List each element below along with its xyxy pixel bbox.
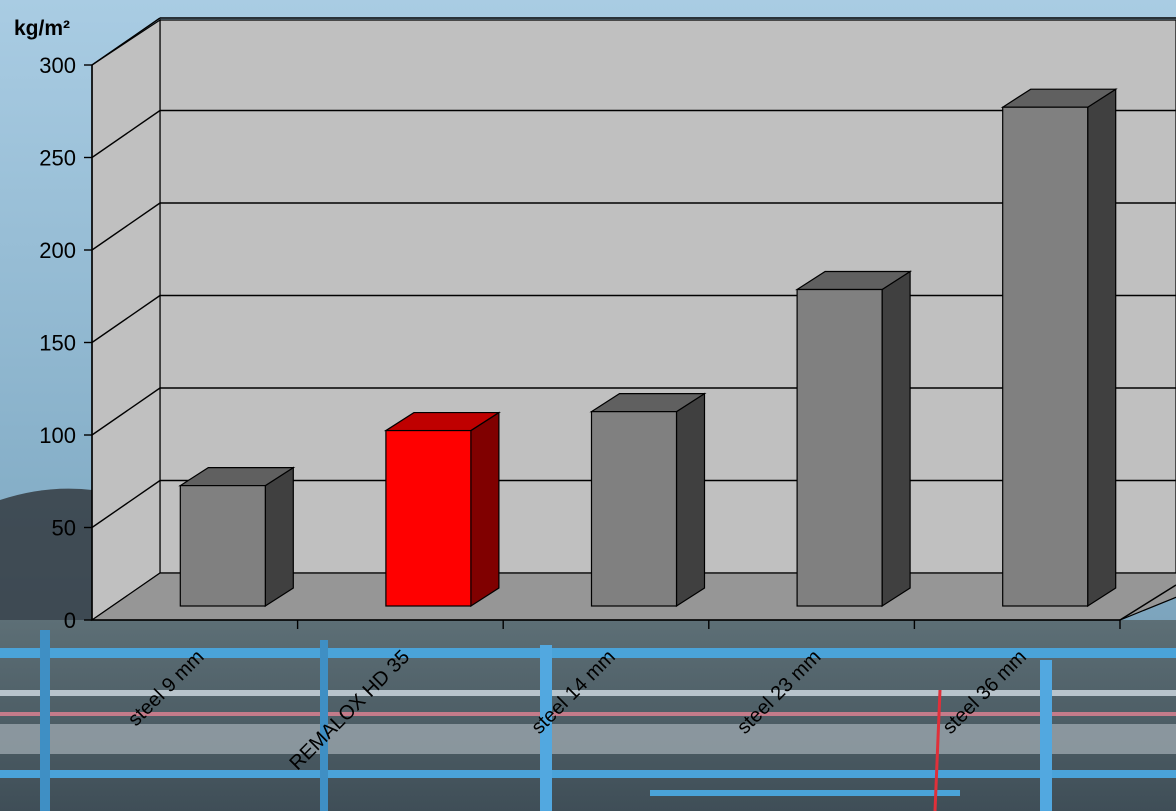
y-tick-label: 200 (39, 238, 76, 263)
bar-front-face (1003, 107, 1088, 606)
x-category-label: steel 23 mm (733, 646, 826, 739)
bar-side-face (265, 468, 293, 606)
y-axis-unit-label: kg/m² (14, 17, 70, 40)
bar-side-face (1088, 89, 1116, 606)
bar-front-face (797, 290, 882, 606)
y-tick-label: 150 (39, 331, 76, 356)
bar (797, 272, 910, 606)
chart-side-wall (92, 20, 160, 620)
bar-front-face (180, 486, 265, 606)
x-category-label: steel 9 mm (124, 646, 209, 731)
bar (1003, 89, 1116, 606)
bar (180, 468, 293, 606)
y-tick-label: 0 (64, 608, 76, 633)
y-tick-label: 100 (39, 423, 76, 448)
x-category-label: steel 36 mm (938, 646, 1031, 739)
x-category-label: REMALOX HD 35 (285, 646, 414, 775)
bar-front-face (386, 431, 471, 606)
bar-side-face (471, 413, 499, 606)
bar-side-face (882, 272, 910, 606)
x-category-label: steel 14 mm (527, 646, 620, 739)
bar (592, 394, 705, 606)
y-tick-label: 50 (52, 516, 76, 541)
bar (386, 413, 499, 606)
y-tick-label: 300 (39, 53, 76, 78)
bar-front-face (592, 412, 677, 606)
bar-side-face (677, 394, 705, 606)
y-tick-label: 250 (39, 146, 76, 171)
